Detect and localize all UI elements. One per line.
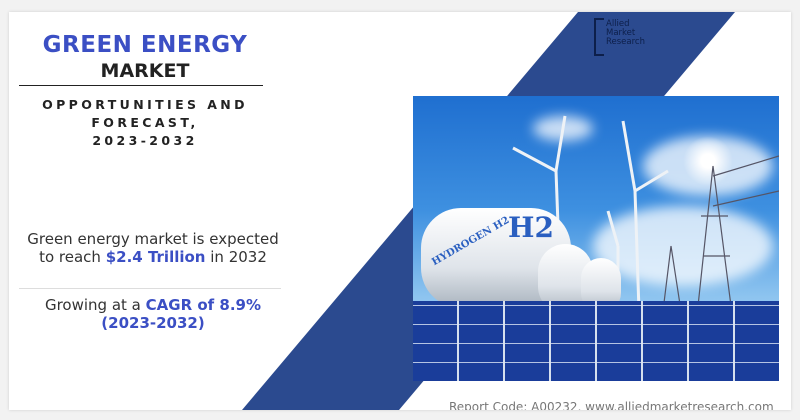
subtitle: OPPORTUNITIES AND FORECAST, 2023-2032: [9, 96, 281, 150]
allied-market-research-logo: Allied Market Research: [594, 18, 684, 62]
subtitle-line1: OPPORTUNITIES AND: [42, 97, 248, 112]
hero-photo: HYDROGEN H2 H2: [413, 96, 779, 381]
solar-panels: [413, 301, 779, 381]
title-line2: MARKET: [100, 60, 190, 82]
stat1-mid: to reach: [39, 248, 101, 266]
cagr-period: (2023-2032): [101, 314, 205, 332]
infographic-card: GREEN ENERGY MARKET OPPORTUNITIES AND FO…: [9, 12, 791, 410]
stat1-suffix: in 2032: [210, 248, 267, 266]
cagr-value: CAGR of 8.9%: [145, 296, 262, 314]
stat1-prefix: Green energy market is expected: [27, 230, 279, 248]
h2-label: H2: [508, 211, 554, 244]
subtitle-line3: 2023-2032: [92, 133, 198, 148]
divider: [19, 85, 263, 86]
wind-turbines-and-pylons: [512, 115, 779, 312]
subtitle-line2: FORECAST,: [91, 115, 199, 130]
title-line1: GREEN ENERGY: [42, 32, 248, 58]
cagr-stat: Growing at a CAGR of 8.9% (2023-2032): [9, 296, 297, 332]
stat2-prefix: Growing at a: [44, 296, 141, 314]
report-code: Report Code: A00232, www.alliedmarketres…: [449, 400, 774, 410]
market-value: $2.4 Trillion: [105, 248, 206, 266]
market-size-stat: Green energy market is expected to reach…: [9, 230, 297, 266]
divider-2: [19, 288, 281, 289]
